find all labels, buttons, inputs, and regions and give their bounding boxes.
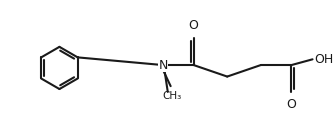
Text: O: O (189, 19, 199, 32)
Text: CH₃: CH₃ (162, 91, 181, 101)
Text: O: O (287, 98, 296, 111)
Text: OH: OH (314, 53, 334, 66)
Text: N: N (158, 59, 168, 72)
